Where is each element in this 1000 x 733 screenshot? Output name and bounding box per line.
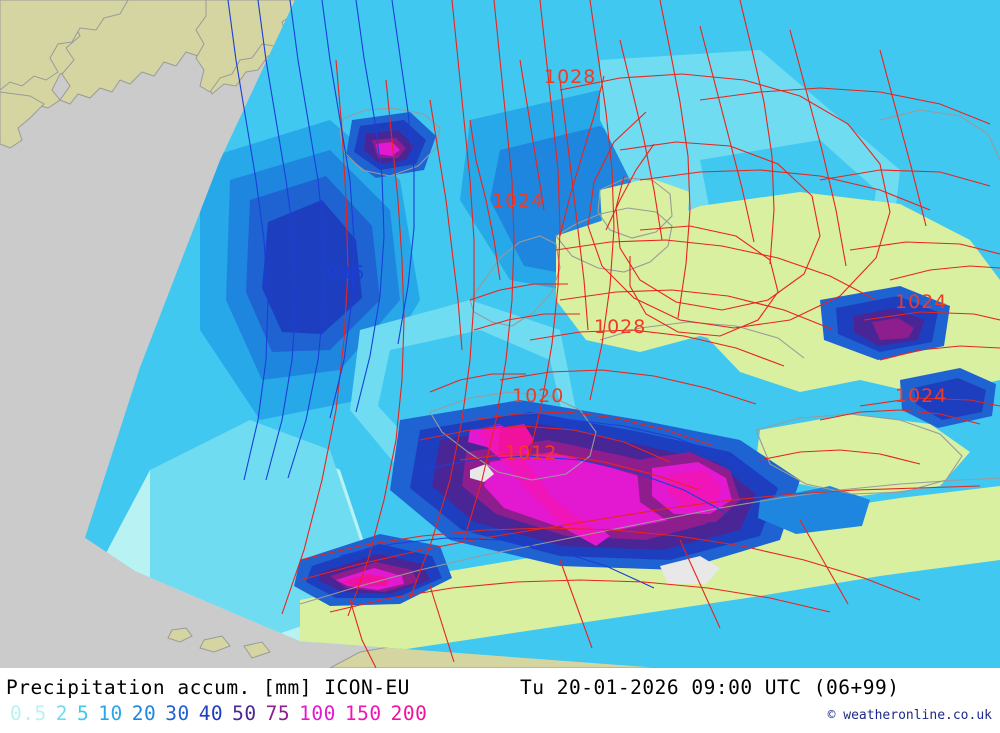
isobars-low [227, 0, 767, 589]
isobar-label: 1028 [594, 316, 647, 338]
legend-level-10: 10 [98, 702, 123, 725]
isobar-label: 1028 [544, 66, 597, 88]
isobars-high [299, 0, 1000, 613]
isobar-label: 1024 [895, 385, 948, 407]
precipitation-field [85, 0, 1000, 668]
legend-level-100: 100 [299, 702, 336, 725]
legend-level-50: 50 [232, 702, 257, 725]
legend-level-200: 200 [390, 702, 428, 725]
isobar-label: 1024 [492, 190, 545, 212]
legend-level-20: 20 [131, 702, 157, 725]
copyright-notice: © weatheronline.co.uk [827, 708, 992, 723]
isobar-label: 996 [326, 262, 366, 284]
valid-time: Tu 20-01-2026 09:00 UTC (06+99) [520, 676, 900, 699]
color-scale-legend: 0.5 2 5 10 20 30 40 50 75 100 150 200 [10, 702, 436, 725]
legend-level-5: 5 [76, 702, 90, 725]
legend-level-0.5: 0.5 [10, 702, 47, 725]
map-title: Precipitation accum. [mm] ICON-EU [6, 676, 410, 699]
map-footer: Precipitation accum. [mm] ICON-EU Tu 20-… [0, 668, 1000, 733]
map-canvas[interactable]: 1028 1024 1028 996 1020 1012 1024 1024 [0, 0, 1000, 668]
legend-level-150: 150 [344, 702, 382, 725]
legend-level-40: 40 [198, 702, 224, 725]
isobar-label: 1012 [505, 442, 558, 464]
legend-level-30: 30 [165, 702, 190, 725]
isobar-label: 1024 [895, 291, 948, 313]
legend-level-75: 75 [265, 702, 291, 725]
map-vector-overlay [227, 0, 1000, 668]
isobar-label: 1020 [512, 385, 565, 407]
legend-level-2: 2 [55, 702, 68, 725]
country-borders [281, 25, 1000, 668]
